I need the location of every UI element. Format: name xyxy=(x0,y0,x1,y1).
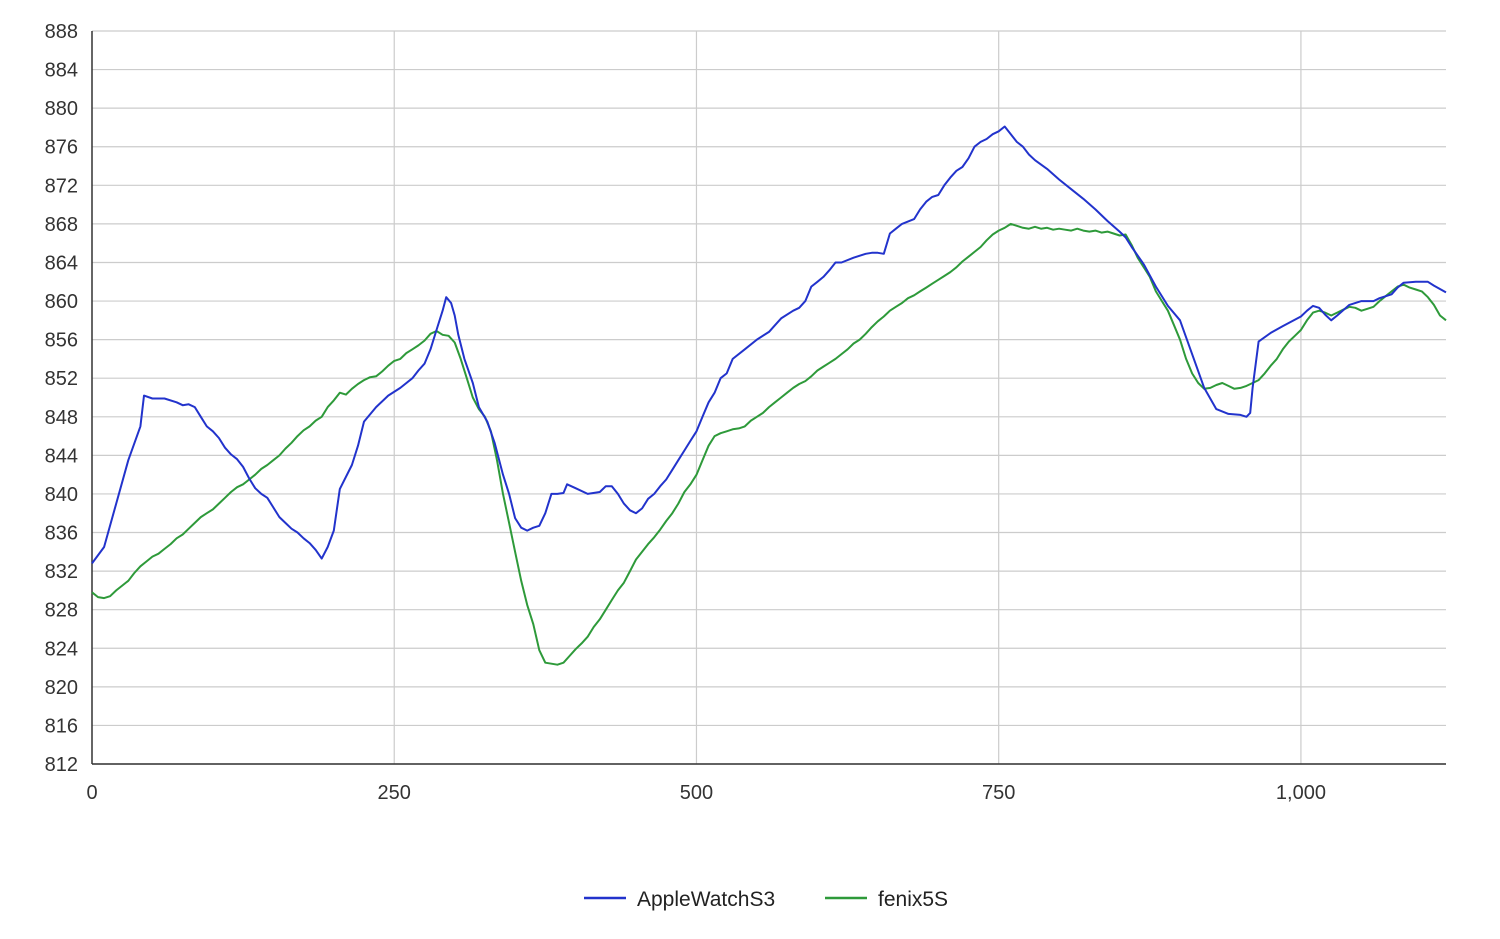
axes xyxy=(91,31,1446,765)
y-tick-label: 852 xyxy=(45,368,78,390)
y-tick-label: 856 xyxy=(45,330,78,352)
y-tick-label: 816 xyxy=(45,715,78,737)
x-tick-label: 500 xyxy=(680,782,713,804)
y-tick-label: 848 xyxy=(45,407,78,429)
y-tick-label: 868 xyxy=(45,214,78,236)
legend: AppleWatchS3 fenix5S xyxy=(584,888,948,911)
x-tick-label: 750 xyxy=(982,782,1015,804)
legend-label: AppleWatchS3 xyxy=(637,888,775,911)
y-tick-label: 824 xyxy=(45,638,78,660)
y-tick-label: 884 xyxy=(45,60,78,82)
y-tick-label: 812 xyxy=(45,754,78,776)
x-tick-label: 250 xyxy=(378,782,411,804)
x-tick-label: 0 xyxy=(86,782,97,804)
x-axis-tick-labels: 0 250 500 750 1,000 xyxy=(86,782,1326,804)
x-tick-label: 1,000 xyxy=(1276,782,1326,804)
y-tick-label: 860 xyxy=(45,291,78,313)
y-tick-label: 836 xyxy=(45,523,78,545)
y-tick-label: 880 xyxy=(45,98,78,120)
gridlines xyxy=(92,30,1446,765)
series-lines xyxy=(91,125,1447,666)
y-tick-label: 876 xyxy=(45,137,78,159)
legend-label: fenix5S xyxy=(878,888,948,911)
y-tick-label: 872 xyxy=(45,175,78,197)
legend-item-fenix5s[interactable]: fenix5S xyxy=(825,888,948,911)
y-axis-tick-labels: 812 816 820 824 828 832 836 840 844 848 852 856 860 8… xyxy=(45,21,78,776)
y-tick-label: 828 xyxy=(45,600,78,622)
y-tick-label: 864 xyxy=(45,252,78,274)
y-tick-label: 888 xyxy=(45,21,78,43)
y-tick-label: 832 xyxy=(45,561,78,583)
legend-item-applewatchs3[interactable]: AppleWatchS3 xyxy=(584,888,775,911)
series-line-applewatchs3 xyxy=(91,125,1447,564)
y-tick-label: 820 xyxy=(45,677,78,699)
series-line-fenix5s xyxy=(91,222,1447,666)
y-tick-label: 844 xyxy=(45,445,78,467)
y-tick-label: 840 xyxy=(45,484,78,506)
